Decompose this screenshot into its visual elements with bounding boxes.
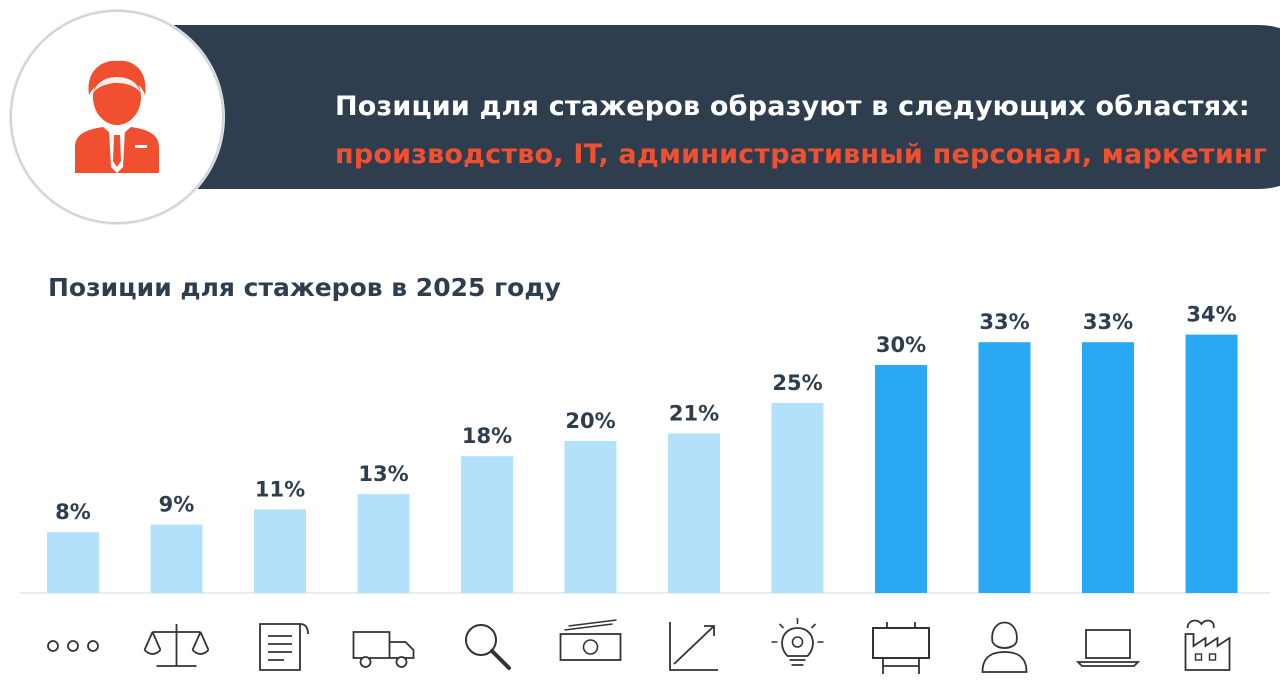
bar-value-label: 25%	[772, 371, 822, 395]
bar-8	[771, 403, 824, 593]
billboard-icon	[872, 622, 930, 674]
laptop-icon	[1075, 629, 1141, 667]
bar-value-label: 13%	[358, 462, 408, 486]
bar-value-label: 11%	[255, 477, 305, 501]
bar-2	[150, 524, 203, 593]
banner-heading: Позиции для стажеров образуют в следующи…	[335, 91, 1250, 122]
bar-value-label: 20%	[565, 409, 615, 433]
bar-12	[1185, 334, 1238, 593]
bar-value-label: 9%	[159, 493, 195, 517]
bar-value-label: 18%	[462, 424, 512, 448]
bar-value-label: 34%	[1186, 303, 1236, 327]
document-icon	[259, 623, 309, 671]
bar-10	[978, 342, 1031, 593]
bar-1	[47, 532, 99, 593]
bar-4	[357, 494, 410, 593]
bar-value-label: 30%	[876, 333, 926, 357]
scales-icon	[143, 624, 210, 667]
money-icon	[559, 619, 622, 661]
bar-6	[564, 441, 617, 593]
bar-3	[254, 509, 306, 593]
bar-11	[1082, 342, 1134, 593]
truck-icon	[352, 631, 415, 668]
ellipsis-icon	[47, 640, 99, 652]
header-banner: Позиции для стажеров образуют в следующи…	[80, 25, 1280, 189]
bar-value-label: 8%	[55, 500, 91, 524]
woman-icon	[981, 621, 1028, 673]
lightbulb-icon	[771, 618, 824, 666]
bar-value-label: 21%	[669, 401, 719, 425]
growth-chart-icon	[669, 622, 718, 671]
businessman-icon	[75, 60, 159, 173]
avatar-badge	[10, 10, 224, 224]
chart-title: Позиции для стажеров в 2025 году	[48, 273, 561, 302]
magnifier-icon	[465, 624, 511, 670]
bar-7	[668, 433, 720, 593]
bar-9	[875, 365, 927, 593]
bar-value-label: 33%	[979, 310, 1029, 334]
factory-icon	[1184, 619, 1231, 671]
bar-5	[461, 456, 513, 593]
bar-value-label: 33%	[1083, 310, 1133, 334]
banner-subheading: производство, IT, административный персо…	[335, 139, 1268, 170]
